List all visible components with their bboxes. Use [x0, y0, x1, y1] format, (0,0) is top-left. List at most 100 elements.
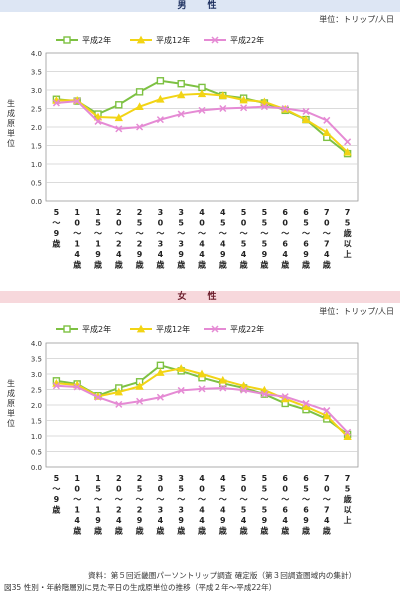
x-tick-char: 〜: [136, 495, 144, 504]
data-point-stroke: [302, 399, 310, 407]
x-tick-char: 4: [199, 506, 205, 515]
x-tick-char: 〜: [115, 229, 123, 238]
data-point-stroke: [115, 400, 123, 408]
x-tick-char: 3: [178, 240, 184, 249]
x-tick-char: 0: [324, 219, 330, 228]
x-tick-char: 〜: [115, 495, 123, 504]
data-point: [115, 125, 123, 133]
x-tick-char: 歳: [156, 260, 164, 270]
x-tick-char: 1: [95, 474, 101, 483]
data-point: [94, 117, 102, 125]
data-point-stroke: [136, 397, 144, 405]
x-tick-char: 〜: [240, 229, 248, 238]
x-tick-char: 4: [116, 250, 122, 259]
x-tick-label: 40〜44歳: [198, 474, 206, 536]
x-tick-char: 歳: [177, 260, 185, 270]
y-tick-label: 0.0: [31, 464, 42, 472]
x-tick-char: 1: [95, 208, 101, 217]
data-point: [156, 393, 164, 401]
x-tick-char: 0: [324, 485, 330, 494]
x-tick-label: 65〜69歳: [302, 474, 310, 536]
data-point: [177, 90, 186, 99]
x-tick-char: 4: [282, 250, 288, 259]
x-tick-char: 5: [220, 485, 226, 494]
x-tick-char: 9: [303, 250, 309, 259]
x-tick-char: 3: [158, 474, 164, 483]
data-point-stroke: [211, 325, 219, 333]
legend-label: 平成2年: [82, 324, 111, 334]
x-tick-char: 4: [324, 516, 330, 525]
x-tick-char: 5: [241, 208, 247, 217]
x-tick-char: 2: [137, 506, 143, 515]
x-tick-char: 〜: [156, 229, 164, 238]
x-tick-char: 〜: [198, 495, 206, 504]
x-tick-char: 3: [158, 208, 164, 217]
x-tick-char: 4: [199, 208, 205, 217]
x-tick-char: 9: [137, 250, 143, 259]
data-point: [343, 147, 352, 156]
x-tick-char: 〜: [73, 229, 81, 238]
data-point-stroke: [344, 428, 352, 436]
data-point-stroke: [260, 103, 268, 111]
data-point: [135, 382, 144, 390]
x-tick-char: 6: [282, 208, 288, 217]
x-tick-char: 1: [95, 240, 101, 249]
x-tick-char: 4: [158, 516, 164, 525]
x-tick-char: 歳: [219, 260, 227, 270]
male-line-chart: 0.00.51.01.52.02.53.03.54.0生成原単位5〜9歳10〜1…: [7, 35, 359, 270]
x-tick-char: 5: [178, 485, 184, 494]
x-tick-label: 30〜34歳: [156, 208, 164, 270]
x-tick-char: 歳: [52, 239, 60, 249]
y-axis-label-char: 位: [7, 418, 15, 428]
data-point: [218, 91, 227, 99]
x-tick-char: 〜: [281, 229, 289, 238]
male-unit-label: 単位：トリップ/人日: [319, 15, 394, 24]
x-tick-label: 15〜19歳: [94, 474, 102, 536]
male-section-header: 男 性: [0, 0, 400, 12]
x-tick-char: 0: [74, 485, 80, 494]
data-point-stroke: [156, 393, 164, 401]
data-point: [136, 397, 144, 405]
x-tick-char: 3: [158, 240, 164, 249]
x-tick-char: 9: [178, 516, 184, 525]
data-point-stroke: [281, 393, 289, 401]
y-tick-label: 1.5: [31, 418, 42, 426]
y-axis-label-char: 位: [7, 138, 15, 148]
legend-swatch-marker: [211, 36, 219, 44]
x-tick-char: 0: [158, 485, 164, 494]
x-tick-char: 以: [344, 240, 352, 249]
x-tick-char: 0: [282, 485, 288, 494]
data-point: [343, 432, 352, 441]
x-tick-char: 4: [199, 240, 205, 249]
data-point-stroke: [219, 384, 227, 392]
x-tick-char: 歳: [73, 526, 81, 536]
x-tick-char: 〜: [94, 495, 102, 504]
x-tick-label: 40〜44歳: [198, 208, 206, 270]
data-point-stroke: [260, 390, 268, 398]
x-tick-char: 上: [344, 515, 352, 525]
data-point: [136, 123, 144, 131]
data-point: [52, 99, 60, 107]
x-tick-char: 歳: [136, 526, 144, 536]
legend-swatch-marker: [136, 35, 146, 44]
x-tick-char: 〜: [260, 229, 268, 238]
x-tick-label: 50〜54歳: [240, 208, 248, 270]
legend-swatch-marker: [211, 325, 219, 333]
data-point: [260, 103, 268, 111]
female-line-chart: 0.00.51.01.52.02.53.03.54.0生成原単位5〜9歳10〜1…: [7, 324, 359, 536]
y-tick-label: 3.5: [31, 356, 42, 364]
data-point-stroke: [52, 382, 60, 390]
data-point-stroke: [73, 383, 81, 391]
data-point: [322, 411, 331, 420]
x-tick-char: 0: [241, 219, 247, 228]
data-point: [114, 387, 123, 396]
data-point-stroke: [198, 385, 206, 393]
x-tick-char: 2: [137, 240, 143, 249]
y-axis-label-char: 原: [7, 119, 15, 128]
legend-item: 平成22年: [204, 35, 264, 45]
x-tick-char: 上: [344, 249, 352, 259]
x-tick-char: 7: [345, 474, 351, 483]
data-point: [135, 88, 144, 96]
x-tick-label: 55〜59歳: [260, 208, 268, 270]
x-tick-char: 歳: [156, 526, 164, 536]
